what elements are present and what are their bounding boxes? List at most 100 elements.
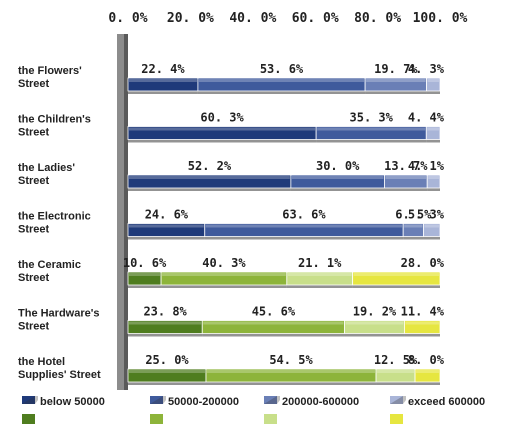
data-label: 8. 0% xyxy=(408,353,445,367)
legend-label: 50000-200000 xyxy=(168,396,239,408)
legend-swatch-blue xyxy=(22,396,35,404)
legend-swatch-shade xyxy=(150,396,166,404)
bar-highlight xyxy=(345,321,404,325)
data-label: 23. 8% xyxy=(143,305,187,319)
legend-swatch-green xyxy=(22,414,35,424)
data-label: 6. 5% xyxy=(395,208,432,222)
data-label: 4. 1% xyxy=(408,159,445,173)
data-label: 40. 3% xyxy=(202,256,246,270)
bar-highlight xyxy=(317,127,426,131)
plot-wall-shadow xyxy=(117,34,128,390)
bar-shadow xyxy=(128,91,198,94)
bar-highlight xyxy=(129,79,197,82)
bar-highlight xyxy=(129,273,161,276)
bar-highlight xyxy=(366,79,426,82)
data-label: 12. 5% xyxy=(374,353,418,367)
bar-highlight xyxy=(203,321,344,325)
x-tick-label: 80. 0% xyxy=(354,11,401,26)
bar-shadow xyxy=(426,91,440,94)
bar-shadow xyxy=(206,382,377,385)
legend-label: exceed 600000 xyxy=(408,396,485,408)
bar-shadow xyxy=(384,188,428,191)
bar-highlight xyxy=(385,176,427,179)
bar-shadow xyxy=(344,333,405,337)
data-label: 60. 3% xyxy=(200,111,244,125)
bar-shadow xyxy=(204,236,404,240)
category-label: the Flowers' xyxy=(18,65,82,77)
data-label: 5. 3% xyxy=(408,208,445,222)
bar-shadow xyxy=(427,188,440,191)
x-tick-label: 100. 0% xyxy=(413,11,468,26)
category-label: Street xyxy=(18,127,50,139)
bar-shadow xyxy=(403,236,424,240)
bar-highlight xyxy=(427,127,439,131)
legend-swatch-shade xyxy=(22,396,38,404)
data-label: 4. 3% xyxy=(408,62,445,76)
category-label: Supplies' Street xyxy=(18,369,101,381)
category-label: the Hotel xyxy=(18,356,65,368)
data-label: 53. 6% xyxy=(260,62,304,76)
bar-shadow xyxy=(128,333,203,337)
category-label: the Electronic xyxy=(18,211,91,223)
data-label: 19. 2% xyxy=(353,305,397,319)
data-label: 52. 2% xyxy=(188,159,232,173)
bar-highlight xyxy=(404,224,423,228)
bar-shadow xyxy=(316,139,427,143)
bar-highlight xyxy=(287,273,352,276)
bar-shadow xyxy=(128,285,162,288)
legend-swatch-blue xyxy=(264,396,277,404)
legend-swatch-blue xyxy=(390,396,403,404)
bar-highlight xyxy=(129,127,316,131)
category-label: Street xyxy=(18,272,50,284)
bar-highlight xyxy=(162,273,286,276)
legend-swatch-blue xyxy=(150,396,163,404)
category-label: Street xyxy=(18,321,50,333)
data-label: 35. 3% xyxy=(350,111,394,125)
bar-shadow xyxy=(415,382,440,385)
data-label: 54. 5% xyxy=(269,353,313,367)
category-label: the Children's xyxy=(18,114,91,126)
bar-shadow xyxy=(128,139,317,143)
category-label: Street xyxy=(18,78,50,90)
bar-highlight xyxy=(207,370,376,373)
bar-highlight xyxy=(424,224,439,228)
bar-highlight xyxy=(428,176,439,179)
bar-shadow xyxy=(286,285,353,288)
bar-shadow xyxy=(202,333,345,337)
bar-highlight xyxy=(129,224,204,228)
bar-highlight xyxy=(205,224,403,228)
bar-shadow xyxy=(376,382,416,385)
bar-shadow xyxy=(352,285,440,288)
data-label: 63. 6% xyxy=(282,208,326,222)
category-label: The Hardware's xyxy=(18,308,99,320)
data-label: 13. 7% xyxy=(384,159,428,173)
legend-swatch-shade xyxy=(264,396,280,404)
bar-highlight xyxy=(129,176,290,179)
legend-label: below 50000 xyxy=(40,396,105,408)
bar-highlight xyxy=(291,176,384,179)
x-tick-label: 0. 0% xyxy=(108,11,147,26)
bar-shadow xyxy=(161,285,287,288)
category-label: the Ladies' xyxy=(18,162,75,174)
bar-segment xyxy=(426,174,441,189)
bar-shadow xyxy=(426,139,440,143)
bar-segment xyxy=(404,320,441,334)
bar-segment xyxy=(426,77,441,92)
bar-shadow xyxy=(290,188,385,191)
x-tick-label: 20. 0% xyxy=(167,11,214,26)
bar-highlight xyxy=(427,79,439,82)
data-label: 25. 0% xyxy=(145,353,189,367)
x-tick-label: 60. 0% xyxy=(292,11,339,26)
bar-shadow xyxy=(128,188,291,191)
bar-highlight xyxy=(129,370,205,373)
legend-swatch-green xyxy=(150,414,163,424)
legend-swatch-shade xyxy=(390,396,406,404)
data-label: 19. 7% xyxy=(374,62,418,76)
x-tick-label: 40. 0% xyxy=(229,11,276,26)
data-label: 21. 1% xyxy=(298,256,342,270)
bar-shadow xyxy=(423,236,440,240)
bar-highlight xyxy=(416,370,439,373)
data-label: 30. 0% xyxy=(316,159,360,173)
